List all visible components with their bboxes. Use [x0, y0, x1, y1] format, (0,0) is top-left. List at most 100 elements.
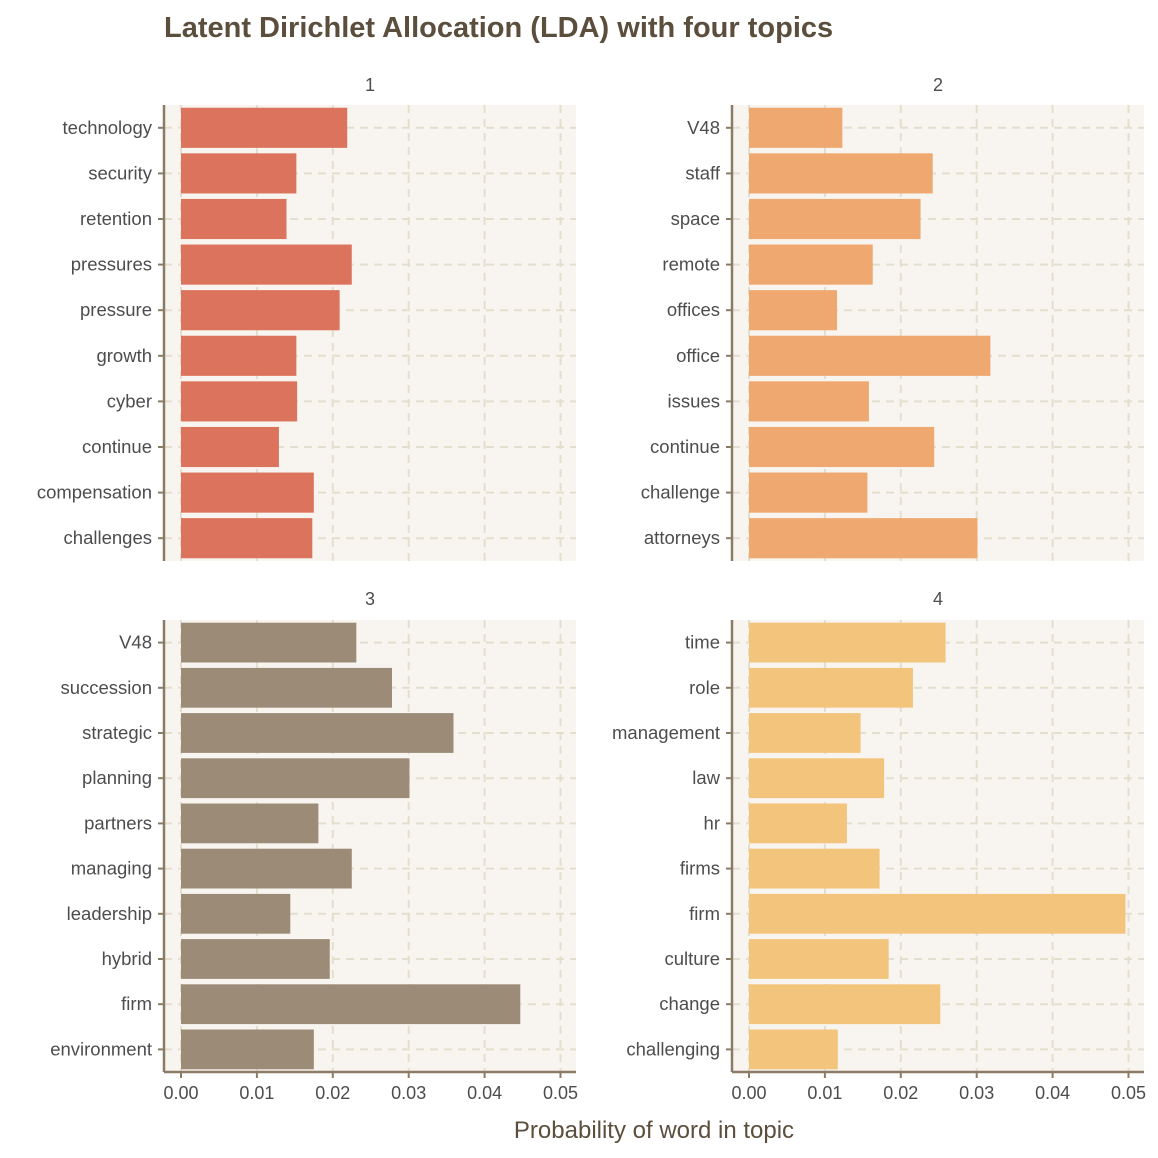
term-label: partners [84, 812, 152, 833]
term-label: firms [680, 858, 720, 879]
bar-partners [181, 803, 319, 844]
term-label: hybrid [102, 948, 152, 969]
bar-firms [749, 848, 880, 889]
bar-continue [749, 426, 935, 468]
x-tick-label: 0.01 [239, 1083, 274, 1103]
bar-retention [181, 198, 287, 240]
x-tick-label: 0.05 [1111, 1083, 1146, 1103]
term-label: managing [71, 858, 152, 879]
bar-office [749, 335, 991, 376]
bar-remote [749, 244, 873, 285]
x-tick-label: 0.05 [543, 1083, 578, 1103]
bar-V48 [181, 622, 357, 663]
facet-panel-4: 4 time role management law hr firms firm culture… [612, 589, 1146, 1103]
bar-staff [749, 153, 933, 194]
bar-space [749, 198, 921, 240]
bar-issues [749, 381, 869, 422]
term-label: challenge [641, 482, 720, 503]
bar-role [749, 667, 913, 708]
x-tick-label: 0.03 [391, 1083, 426, 1103]
term-label: attorneys [644, 527, 720, 548]
x-tick-label: 0.00 [731, 1083, 766, 1103]
term-label: change [659, 993, 720, 1014]
facet-strip-label: 3 [365, 589, 375, 609]
term-label: pressures [71, 254, 152, 275]
bar-technology [181, 107, 348, 148]
bar-security [181, 153, 297, 194]
facet-panels: 1 technology security retention pressures pre… [37, 75, 1146, 1103]
bar-managing [181, 848, 352, 889]
term-label: firm [121, 993, 152, 1014]
term-label: remote [662, 254, 720, 275]
bar-hr [749, 803, 847, 844]
term-label: compensation [37, 482, 152, 503]
bar-environment [181, 1029, 314, 1070]
bar-law [749, 758, 885, 799]
term-label: environment [50, 1038, 152, 1059]
term-label: time [685, 632, 720, 653]
term-label: culture [664, 948, 720, 969]
bar-challenge [749, 472, 868, 513]
term-label: role [689, 677, 720, 698]
x-tick-label: 0.04 [467, 1083, 502, 1103]
bar-challenging [749, 1029, 838, 1070]
term-label: office [676, 345, 720, 366]
x-axis-label: Probability of word in topic [514, 1117, 794, 1144]
term-label: growth [96, 345, 152, 366]
term-label: space [671, 208, 720, 229]
x-tick-label: 0.04 [1035, 1083, 1070, 1103]
term-label: firm [689, 903, 720, 924]
term-label: challenging [626, 1038, 720, 1059]
x-tick-label: 0.02 [883, 1083, 918, 1103]
term-label: cyber [107, 390, 152, 411]
bar-time [749, 622, 946, 663]
term-label: hr [704, 812, 720, 833]
term-label: offices [667, 299, 720, 320]
bar-culture [749, 939, 889, 979]
x-tick-label: 0.00 [163, 1083, 198, 1103]
term-label: V48 [119, 632, 152, 653]
facet-panel-1: 1 technology security retention pressures pre… [37, 75, 576, 561]
term-label: management [612, 722, 720, 743]
bar-succession [181, 667, 393, 708]
term-label: continue [82, 436, 152, 457]
x-tick-label: 0.02 [315, 1083, 350, 1103]
bar-challenges [181, 518, 313, 559]
chart-title: Latent Dirichlet Allocation (LDA) with f… [164, 12, 833, 44]
term-label: law [692, 767, 720, 788]
term-label: challenges [64, 527, 152, 548]
bar-management [749, 713, 861, 753]
term-label: planning [82, 767, 152, 788]
bar-offices [749, 290, 838, 331]
bar-growth [181, 335, 297, 376]
bar-hybrid [181, 939, 330, 979]
bar-pressures [181, 244, 352, 285]
term-label: technology [63, 117, 153, 138]
bar-compensation [181, 472, 314, 513]
x-tick-label: 0.01 [807, 1083, 842, 1103]
bar-V48 [749, 107, 843, 148]
bar-firm [181, 984, 521, 1025]
term-label: succession [60, 677, 152, 698]
facet-strip-label: 4 [933, 589, 943, 609]
bar-strategic [181, 713, 454, 753]
bar-continue [181, 426, 279, 468]
facet-strip-label: 1 [365, 75, 375, 95]
facet-strip-label: 2 [933, 75, 943, 95]
term-label: leadership [67, 903, 152, 924]
term-label: security [88, 162, 152, 183]
term-label: issues [668, 390, 720, 411]
bar-firm [749, 893, 1126, 934]
bar-attorneys [749, 518, 978, 559]
term-label: pressure [80, 299, 152, 320]
term-label: strategic [82, 722, 152, 743]
bar-pressure [181, 290, 340, 331]
bar-leadership [181, 893, 291, 934]
bar-change [749, 984, 941, 1025]
x-tick-label: 0.03 [959, 1083, 994, 1103]
term-label: V48 [687, 117, 720, 138]
term-label: staff [685, 162, 720, 183]
facet-panel-3: 3 V48 succession strategic planning partners m… [50, 589, 578, 1103]
bar-planning [181, 758, 410, 799]
